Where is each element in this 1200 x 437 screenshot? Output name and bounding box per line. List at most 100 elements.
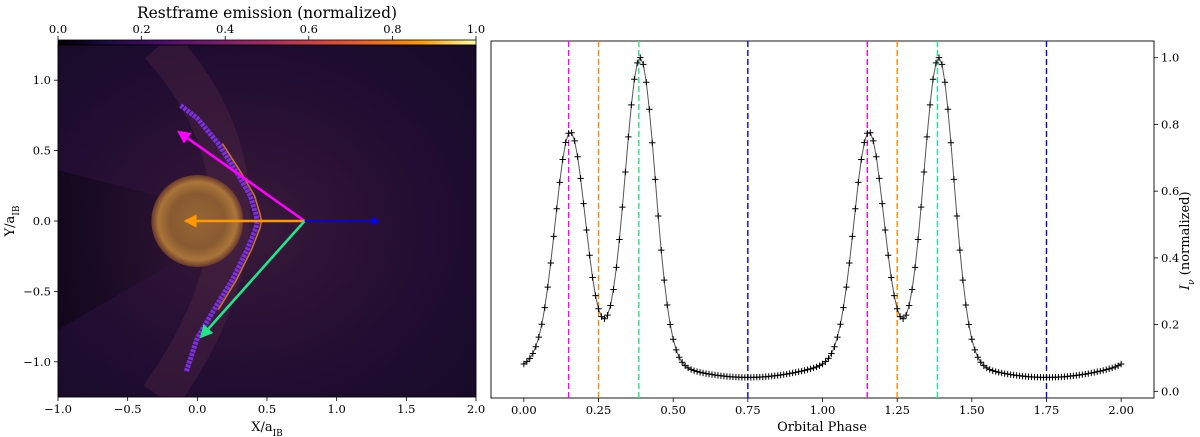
lightcurve-point xyxy=(571,137,578,145)
lightcurve-point xyxy=(974,354,981,361)
heatmap-x-tick-label: 1.5 xyxy=(397,402,415,416)
lightcurve-point xyxy=(882,226,889,234)
lightcurve-point xyxy=(586,251,593,259)
lightcurve-point xyxy=(828,350,835,357)
lightcurve-point xyxy=(1091,369,1098,376)
lightcurve-point xyxy=(658,246,665,254)
lightcurve-point xyxy=(687,366,695,373)
lightcurve-point xyxy=(634,59,641,67)
lightcurve-point xyxy=(610,286,617,293)
shock-front-upper xyxy=(179,103,260,222)
lightcurve-point xyxy=(801,367,808,374)
lightcurve-point xyxy=(786,370,793,377)
lightcurve-point xyxy=(911,264,919,271)
lightcurve-point xyxy=(547,259,554,267)
heatmap-x-tick-label: 2.0 xyxy=(467,402,485,416)
lightcurve-point xyxy=(986,366,993,373)
lightcurve-point xyxy=(822,358,829,365)
lightcurve-point xyxy=(795,368,802,375)
lightcurve-point xyxy=(1082,370,1089,378)
colorbar-tick-label: 0.2 xyxy=(132,22,150,36)
lightcurve-point xyxy=(923,133,931,141)
lightcurve-point xyxy=(601,315,608,322)
lightcurve-point xyxy=(619,203,626,211)
lightcurve-point xyxy=(696,369,704,376)
lightcurve-point xyxy=(538,321,545,328)
lightcurve-point xyxy=(652,176,659,183)
lightcurve-point xyxy=(855,179,862,186)
lightcurve-point xyxy=(577,175,584,182)
lightcurve-point xyxy=(992,368,999,375)
lightcurve-x-tick-label: 1.50 xyxy=(959,403,985,417)
lightcurve-point xyxy=(637,54,644,61)
lightcurve-point xyxy=(965,321,973,328)
lightcurve-point xyxy=(953,212,961,220)
lightcurve-point xyxy=(861,139,868,146)
lightcurve-point xyxy=(914,236,922,243)
lightcurve-point xyxy=(893,305,901,312)
lightcurve-point xyxy=(646,106,653,113)
lightcurve-point xyxy=(592,292,599,299)
lightcurve-point xyxy=(867,129,874,136)
lightcurve-y-label-main: I xyxy=(1178,284,1193,291)
heatmap-y-tick-label: 0.0 xyxy=(33,214,51,228)
lightcurve-point xyxy=(899,315,907,322)
lightcurve-point xyxy=(672,346,680,354)
lightcurve-point xyxy=(580,200,587,207)
colorbar-tick-label: 0.6 xyxy=(300,22,318,36)
lightcurve-point xyxy=(831,343,838,350)
lightcurve-point xyxy=(935,54,943,61)
lightcurve-point xyxy=(947,139,955,146)
lightcurve-point xyxy=(825,355,832,362)
lightcurve-point xyxy=(529,350,537,357)
heatmap-x-tick-label: 0.0 xyxy=(188,402,206,416)
lightcurve-point xyxy=(702,370,710,377)
lightcurve-point xyxy=(684,364,692,372)
lightcurve-x-ticks: 0.00 0.25 0.50 0.75 1.00 1.25 1.50 1.75 2.00 xyxy=(511,398,1134,417)
lightcurve-point xyxy=(1085,370,1092,377)
lightcurve-point xyxy=(1097,367,1104,375)
colorbar-tick-label: 1.0 xyxy=(467,22,485,36)
lightcurve-point xyxy=(885,251,892,259)
lightcurve-point xyxy=(649,139,656,146)
lightcurve-x-tick-label: 0.50 xyxy=(660,403,686,417)
lightcurve-point xyxy=(944,106,952,113)
lightcurve-point xyxy=(631,76,638,83)
colorbar-tick-label: 0.0 xyxy=(49,22,67,36)
lightcurve-point xyxy=(929,76,937,83)
lightcurve-point xyxy=(849,233,856,240)
lightcurve-point xyxy=(541,304,548,311)
lightcurve-point xyxy=(666,321,674,328)
lightcurve-point xyxy=(589,274,596,281)
lightcurve-point xyxy=(908,286,916,293)
lightcurve-point xyxy=(1106,365,1113,373)
lightcurve-point xyxy=(1100,367,1107,374)
heatmap-y-tick-label: −1.0 xyxy=(23,355,51,369)
lightcurve-y-tick-label: 0.2 xyxy=(1161,318,1179,332)
lightcurve-point xyxy=(873,153,880,160)
arrow-green xyxy=(199,220,306,339)
heatmap-y-label-main: Y/a xyxy=(3,215,18,237)
lightcurve-point xyxy=(941,78,949,86)
lightcurve-point xyxy=(971,346,979,354)
lightcurve-point xyxy=(556,179,563,186)
lightcurve-point xyxy=(804,366,811,373)
lightcurve-x-label: Orbital Phase xyxy=(777,420,867,435)
lightcurve-point xyxy=(879,200,886,207)
lightcurve-point xyxy=(562,139,569,146)
lightcurve-point xyxy=(678,359,686,366)
colorbar-tick-label: 0.4 xyxy=(216,22,234,36)
lightcurve-x-tick-label: 0.75 xyxy=(735,403,761,417)
lightcurve-point xyxy=(604,311,611,319)
lightcurve-point xyxy=(550,233,557,240)
lightcurve-x-tick-label: 0.00 xyxy=(511,403,537,417)
lightcurve-point xyxy=(526,355,534,362)
lightcurve-point xyxy=(810,364,817,372)
heatmap-x-tick-label: 1.0 xyxy=(328,402,346,416)
heatmap-x-tick-label: −1.0 xyxy=(44,402,72,416)
lightcurve-point xyxy=(902,311,910,319)
lightcurve-x-tick-label: 2.00 xyxy=(1108,403,1134,417)
lightcurve-point xyxy=(792,369,799,376)
lightcurve-point xyxy=(968,336,976,343)
lightcurve-point xyxy=(640,61,647,68)
